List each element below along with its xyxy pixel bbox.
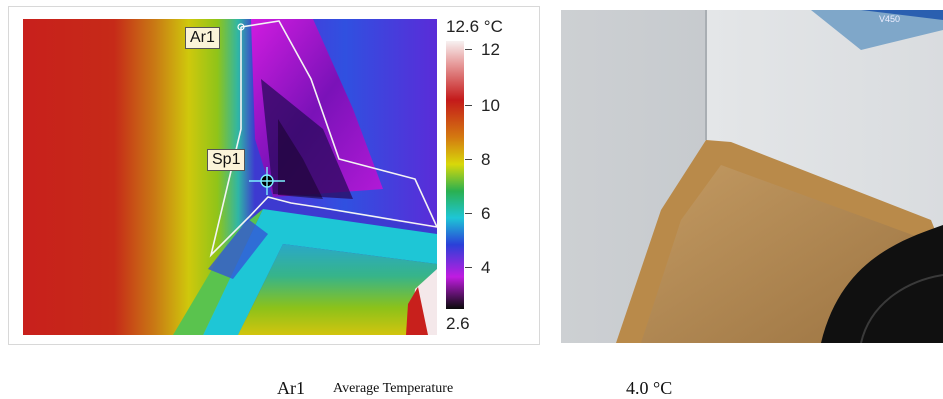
thermal-heatmap [23,19,437,335]
scale-tick [465,159,472,160]
scale-tick [465,105,472,106]
scale-max-label: 12.6 °C [446,17,503,36]
measurement-value: 4.0 °C [626,378,673,398]
thermal-image [23,19,437,335]
box-text: V450 [879,14,900,24]
measurement-name: Ar1 [277,378,305,398]
area-label-ar1: Ar1 [185,27,220,49]
spot-crosshair-sp1 [249,167,285,195]
scale-tick [465,49,472,50]
scale-tick-label: 8 [481,150,491,169]
spot-label-sp1: Sp1 [207,149,246,171]
scale-tick-label: 12 [481,40,500,59]
area-anchor [237,23,245,31]
visible-photo: V450 [561,10,943,343]
scale-min-label: 2.6 [446,314,470,333]
temperature-scale-bar [446,41,464,309]
corner-photo: V450 [561,10,943,343]
scale-tick-label: 6 [481,204,491,223]
scale-tick-label: 4 [481,258,491,277]
scale-tick [465,213,472,214]
scale-tick [465,267,472,268]
black-bag [821,225,943,343]
scale-tick-label: 10 [481,96,500,115]
measurement-label: Average Temperature [333,381,454,396]
thermal-image-panel: Ar1 Sp1 12.6 °C 12 10 8 6 4 2.6 [8,6,540,345]
box-edge [811,10,943,50]
area-outline-ar1 [209,20,437,258]
